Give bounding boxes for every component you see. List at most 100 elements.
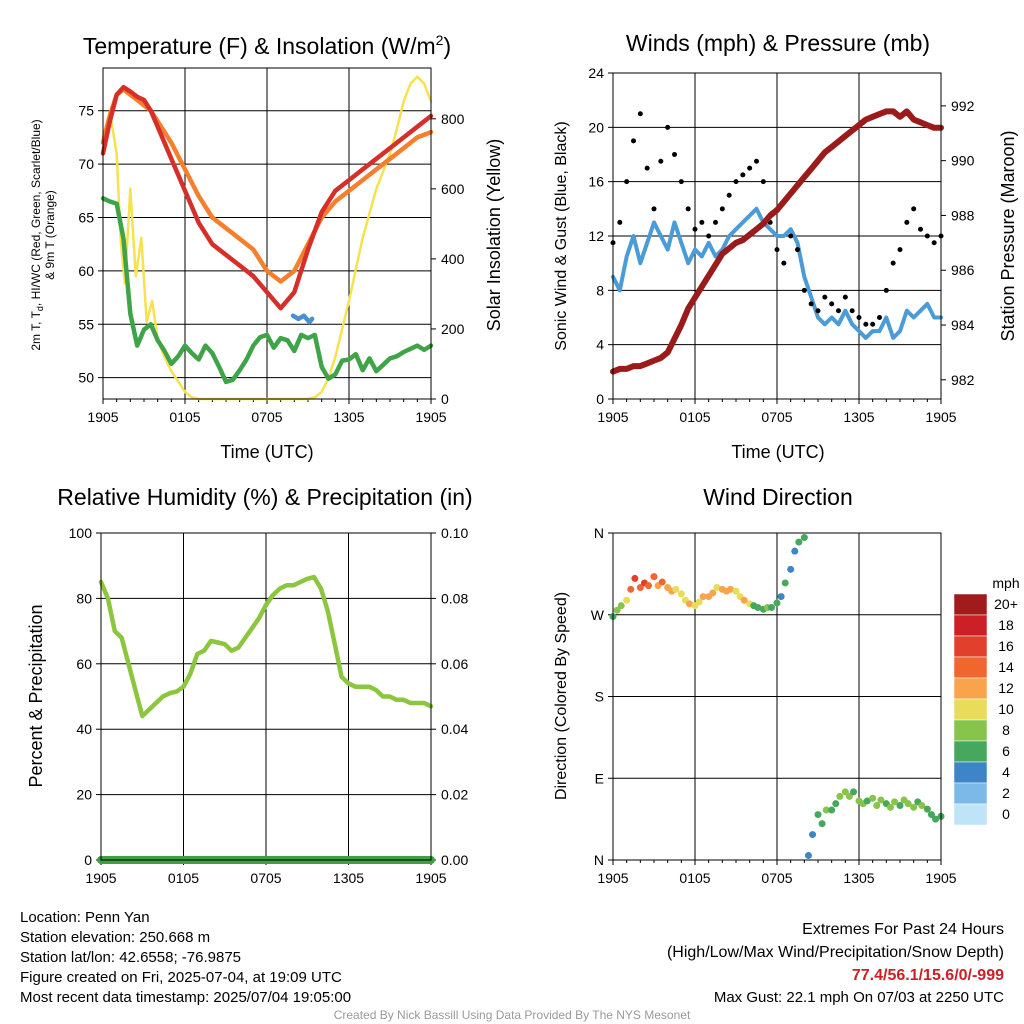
rh-ylabel-left: Percent & Precipitation <box>26 604 46 787</box>
gust-point <box>911 206 917 212</box>
rh-precip-panel: Relative Humidity (%) & Precipitation (i… <box>26 484 473 886</box>
direction-point <box>804 851 812 859</box>
max-gust: Max Gust: 22.1 mph On 07/03 at 2250 UTC <box>714 989 1004 1006</box>
wind-xlabel: Time (UTC) <box>731 442 824 462</box>
gust-point <box>651 206 657 212</box>
y-tick-label: 4 <box>596 337 604 353</box>
x-tick-label: 0705 <box>761 870 792 886</box>
gust-point <box>829 301 835 307</box>
temp-ylabel-left: 2m T, Td, HI/WC (Red, Green, Scarlet/Blu… <box>29 119 45 350</box>
x-tick-label: 0705 <box>250 870 281 886</box>
gust-point <box>931 240 937 246</box>
direction-point <box>923 805 931 813</box>
gust-point <box>754 158 759 164</box>
gust-point <box>904 219 910 225</box>
gust-point <box>890 260 896 266</box>
legend-label: 4 <box>1002 764 1010 780</box>
gust-point <box>706 233 712 239</box>
y-tick-label: 75 <box>78 103 94 119</box>
y2-tick-label: 0.02 <box>441 787 468 803</box>
direction-point <box>828 806 836 814</box>
y-tick-label: 65 <box>78 209 94 225</box>
y2-tick-label: 0.04 <box>441 721 468 737</box>
y-tick-label: 40 <box>76 721 92 737</box>
y-tick-label: W <box>591 607 605 623</box>
x-tick-label: 1905 <box>87 409 118 425</box>
legend-label: 18 <box>998 617 1014 633</box>
y2-tick-label: 990 <box>951 153 975 169</box>
x-tick-label: 1905 <box>415 409 446 425</box>
extremes-title: Extremes For Past 24 Hours <box>802 921 1004 938</box>
direction-point <box>932 815 940 823</box>
temp-plot-area: 50 55 60 65 70 75 1905 0105 0705 1305 1905 0 200 400 6… <box>78 67 465 425</box>
series-line-wind <box>611 206 943 340</box>
direction-point <box>754 603 762 611</box>
direction-point <box>845 792 853 800</box>
temperature-insolation-panel: Temperature (F) & Insolation (W/m2) 50 55… <box>29 32 504 462</box>
x-tick-label: 1305 <box>333 870 364 886</box>
dir-ylabel-left: Direction (Colored By Speed) <box>553 592 570 800</box>
direction-point <box>636 584 644 591</box>
y2-tick-label: 984 <box>951 317 975 333</box>
y-tick-label: 60 <box>78 263 94 279</box>
legend-swatch <box>953 593 988 616</box>
y2-tick-label: 988 <box>951 207 975 223</box>
direction-point <box>863 797 871 805</box>
speed-color-legend: mph 20+ 18 16 14 12 10 8 6 4 2 0 <box>953 575 1020 826</box>
direction-point <box>777 593 785 601</box>
legend-swatch <box>953 761 988 784</box>
wind-ylabel-left: Sonic Wind & Gust (Blue, Black) <box>553 121 570 350</box>
x-tick-label: 0105 <box>169 409 200 425</box>
wind-panel-title: Winds (mph) & Pressure (mb) <box>626 30 930 56</box>
direction-point <box>818 820 826 828</box>
y-tick-label: 0 <box>84 852 92 868</box>
gust-point <box>774 247 780 253</box>
dir-plot-area: N E S W N 1905 0105 0705 1305 1905 <box>591 525 957 886</box>
y-tick-label: 0 <box>596 391 604 407</box>
gust-point <box>617 219 623 225</box>
extremes-values: 77.4/56.1/15.6/0/-999 <box>852 967 1004 984</box>
footer-recent: Most recent data timestamp: 2025/07/04 1… <box>20 989 351 1006</box>
gust-point <box>685 206 691 212</box>
direction-point <box>787 565 795 573</box>
legend-swatch <box>953 614 988 637</box>
gust-point <box>665 124 671 130</box>
footer-elevation: Station elevation: 250.668 m <box>20 929 210 946</box>
y-tick-label: 8 <box>596 282 604 298</box>
gust-point <box>760 179 766 185</box>
gust-point <box>733 179 739 185</box>
winds-pressure-panel: Winds (mph) & Pressure (mb) 0 4 8 12 16 20 24 1… <box>553 30 1018 462</box>
x-tick-label: 0705 <box>761 409 792 425</box>
direction-point <box>918 802 926 809</box>
gust-point <box>747 165 753 171</box>
legend-swatch <box>953 656 988 679</box>
gust-point <box>822 294 828 300</box>
direction-point <box>791 547 799 555</box>
gust-point <box>637 111 643 117</box>
rh-plot-area: 0 20 40 60 80 100 1905 0105 0705 1305 1905 0.00 0.02… <box>69 525 469 886</box>
legend-label: 12 <box>998 680 1014 696</box>
gust-point <box>924 233 930 239</box>
y-tick-label: 24 <box>588 65 604 81</box>
legend-label: 14 <box>998 659 1014 675</box>
direction-point <box>695 598 703 606</box>
plot-border <box>102 67 432 400</box>
direction-point <box>841 788 849 796</box>
legend-swatch <box>953 782 988 805</box>
gust-point <box>849 308 855 314</box>
x-tick-label: 1305 <box>843 870 874 886</box>
plot-border <box>612 532 942 861</box>
temp-xlabel: Time (UTC) <box>220 442 313 462</box>
y2-tick-label: 0 <box>441 391 449 407</box>
gust-point <box>692 226 698 232</box>
gust-point <box>719 206 725 212</box>
direction-point <box>896 802 904 809</box>
direction-point <box>658 578 666 586</box>
y-tick-label: 50 <box>78 370 94 386</box>
legend-swatch <box>953 698 988 721</box>
gust-point <box>856 315 862 320</box>
direction-point <box>631 574 639 582</box>
series-line-rh <box>98 574 434 719</box>
legend-swatch <box>953 740 988 763</box>
